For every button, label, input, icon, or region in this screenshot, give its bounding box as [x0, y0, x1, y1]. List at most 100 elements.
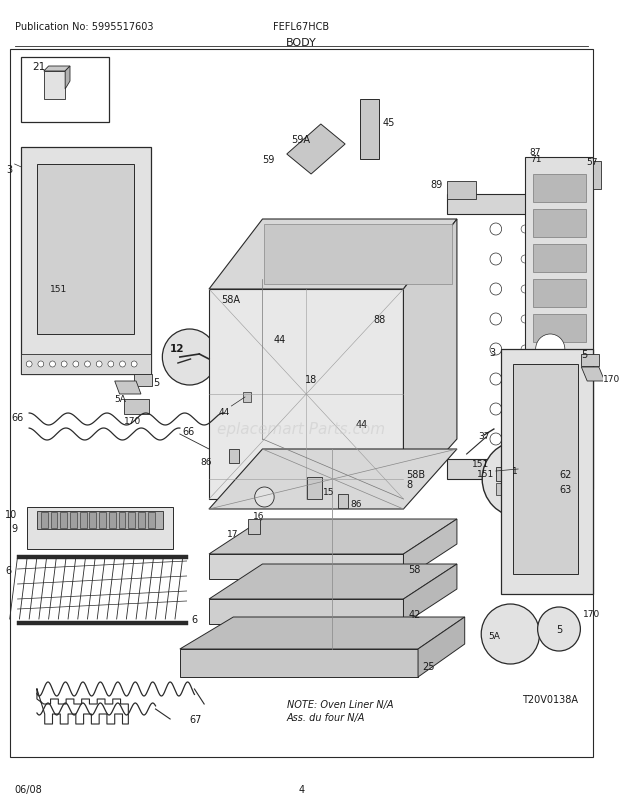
Bar: [60, 512, 67, 529]
Circle shape: [96, 362, 102, 367]
Text: 5A: 5A: [115, 395, 126, 403]
Text: 10: 10: [5, 509, 17, 520]
Bar: [109, 512, 116, 529]
Text: 170: 170: [603, 375, 620, 383]
Circle shape: [38, 362, 44, 367]
Polygon shape: [404, 220, 457, 500]
Polygon shape: [287, 125, 345, 175]
Text: 59: 59: [262, 155, 275, 164]
Text: 151: 151: [471, 460, 489, 468]
Text: 58: 58: [409, 565, 421, 574]
Circle shape: [521, 316, 529, 323]
Bar: [265, 225, 452, 285]
Bar: [70, 512, 77, 529]
Bar: [17, 555, 188, 559]
Polygon shape: [209, 565, 457, 599]
Circle shape: [490, 433, 502, 445]
Polygon shape: [44, 67, 70, 72]
Bar: [21, 354, 151, 375]
Bar: [134, 375, 152, 387]
Text: 67: 67: [190, 714, 202, 724]
Bar: [496, 468, 542, 481]
Bar: [533, 455, 587, 482]
Circle shape: [255, 488, 274, 508]
Text: eplacemart Parts.com: eplacemart Parts.com: [218, 422, 386, 437]
Text: 5: 5: [154, 378, 160, 387]
Circle shape: [490, 343, 502, 355]
Text: 86: 86: [200, 457, 212, 467]
Bar: [533, 280, 587, 308]
Bar: [138, 512, 145, 529]
Circle shape: [521, 286, 529, 294]
Bar: [41, 512, 48, 529]
Text: 15: 15: [323, 488, 334, 496]
Circle shape: [490, 403, 502, 415]
Text: 42: 42: [409, 610, 421, 619]
Polygon shape: [21, 148, 151, 375]
Circle shape: [521, 225, 529, 233]
Circle shape: [490, 253, 502, 265]
Circle shape: [73, 362, 79, 367]
Bar: [307, 477, 322, 500]
Circle shape: [490, 314, 502, 326]
Bar: [21, 58, 109, 123]
Bar: [27, 508, 173, 549]
Text: 151: 151: [50, 286, 67, 294]
Text: 59A: 59A: [291, 135, 311, 145]
Text: 1: 1: [512, 467, 518, 476]
Text: 58B: 58B: [406, 469, 425, 480]
Bar: [248, 520, 260, 534]
Polygon shape: [180, 649, 418, 677]
Bar: [533, 210, 587, 237]
Text: 89: 89: [430, 180, 442, 190]
Text: Publication No: 5995517603: Publication No: 5995517603: [15, 22, 153, 32]
Circle shape: [162, 330, 217, 386]
Bar: [128, 512, 135, 529]
Text: 17: 17: [227, 529, 238, 538]
Text: 87: 87: [530, 148, 541, 157]
Bar: [533, 245, 587, 273]
Text: 6: 6: [192, 614, 198, 624]
Text: 6: 6: [6, 565, 12, 575]
Circle shape: [521, 375, 529, 383]
Bar: [37, 512, 163, 529]
Polygon shape: [115, 382, 141, 395]
Text: 66: 66: [183, 427, 195, 436]
Bar: [125, 399, 149, 415]
Text: NOTE: Oven Liner N/A: NOTE: Oven Liner N/A: [287, 699, 393, 709]
Text: 3: 3: [7, 164, 12, 175]
Text: 71: 71: [530, 155, 541, 164]
Polygon shape: [180, 618, 465, 649]
Polygon shape: [65, 67, 70, 90]
Bar: [89, 512, 96, 529]
Text: 21: 21: [32, 62, 45, 72]
Polygon shape: [404, 520, 457, 579]
Circle shape: [50, 362, 55, 367]
Circle shape: [481, 604, 539, 664]
Text: 170: 170: [125, 416, 142, 426]
Polygon shape: [209, 520, 457, 554]
Bar: [51, 512, 58, 529]
Text: 58A: 58A: [222, 294, 241, 305]
Polygon shape: [209, 220, 457, 290]
Text: 25: 25: [422, 661, 435, 671]
Text: 18: 18: [305, 375, 317, 384]
Text: BODY: BODY: [286, 38, 317, 48]
Bar: [496, 484, 517, 496]
Polygon shape: [209, 554, 404, 579]
Bar: [118, 512, 125, 529]
Text: 151: 151: [477, 469, 494, 479]
Polygon shape: [404, 565, 457, 624]
Text: 63: 63: [559, 484, 571, 494]
Circle shape: [521, 406, 529, 414]
Bar: [17, 622, 188, 626]
Bar: [533, 419, 587, 448]
Text: 66: 66: [12, 412, 24, 423]
Bar: [44, 72, 65, 100]
Text: 37: 37: [478, 431, 490, 440]
Polygon shape: [525, 158, 593, 489]
Circle shape: [84, 362, 91, 367]
Circle shape: [521, 346, 529, 354]
Circle shape: [482, 441, 556, 517]
Bar: [229, 449, 239, 464]
